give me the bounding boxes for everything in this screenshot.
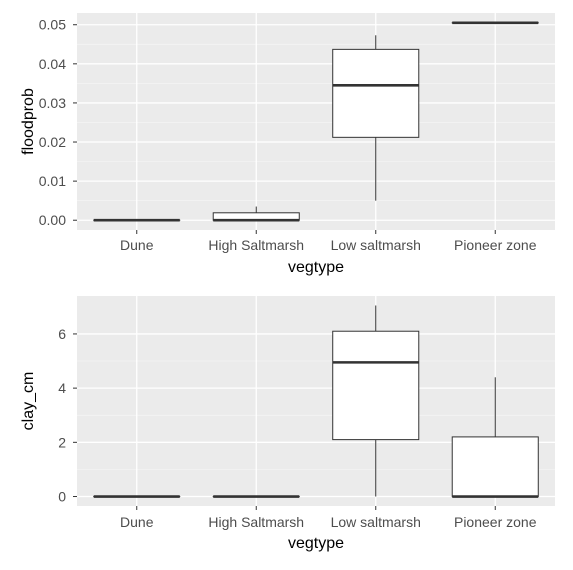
x-tick-label: Pioneer zone <box>454 237 537 253</box>
y-tick-label: 0.00 <box>39 212 66 228</box>
box-low-saltmarsh <box>332 35 420 201</box>
y-axis-title: clay_cm <box>20 372 37 431</box>
floodprob-boxplot: 0.00 0.01 0.02 0.03 0.04 0.05 Dune High Saltmar… <box>20 13 555 276</box>
x-tick-label: Dune <box>120 237 154 253</box>
box-pioneer-zone <box>451 377 539 498</box>
box-high-saltmarsh <box>212 206 300 222</box>
y-tick-label: 2 <box>58 434 66 450</box>
x-tick-label: Low saltmarsh <box>331 237 421 253</box>
y-tick-label: 0 <box>58 489 66 505</box>
y-tick-label: 0.03 <box>39 95 66 111</box>
y-tick-label: 0.02 <box>39 134 66 150</box>
y-axis-title: floodprob <box>20 88 37 155</box>
y-tick-label: 0.01 <box>39 173 66 189</box>
panel-background <box>77 13 555 230</box>
x-tick-label: High Saltmarsh <box>208 237 304 253</box>
x-tick-label: Dune <box>120 514 154 530</box>
y-tick-label: 0.05 <box>39 17 66 33</box>
x-tick-label: Pioneer zone <box>454 514 537 530</box>
x-axis-title: vegtype <box>288 259 344 276</box>
box-iqr <box>332 48 420 138</box>
x-tick-label: Low saltmarsh <box>331 514 421 530</box>
y-tick-label: 4 <box>58 380 66 396</box>
box-iqr <box>451 436 539 498</box>
x-axis-title: vegtype <box>288 535 344 552</box>
y-tick-label: 0.04 <box>39 56 66 72</box>
y-tick-label: 6 <box>58 326 66 342</box>
clay-cm-boxplot: 0 2 4 6 Dune High Saltmarsh Low saltmarsh Pione… <box>20 296 555 552</box>
x-tick-label: High Saltmarsh <box>208 514 304 530</box>
box-low-saltmarsh <box>332 305 420 497</box>
box-iqr <box>332 330 420 441</box>
